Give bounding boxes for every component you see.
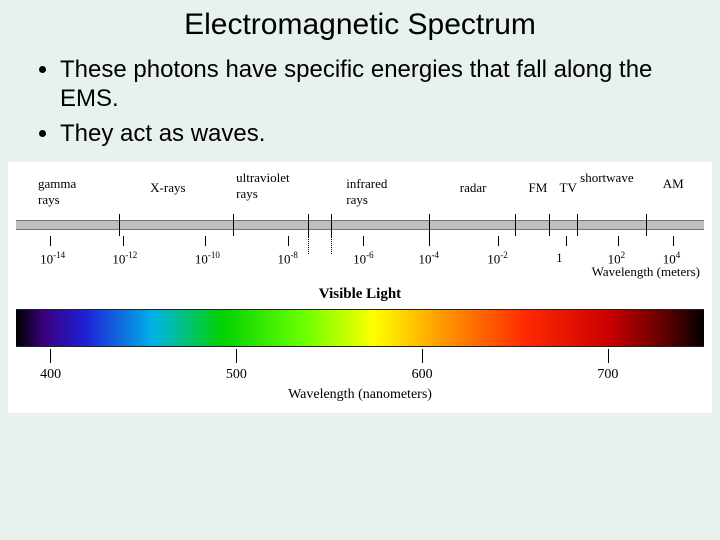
slide: Electromagnetic Spectrum These photons h… <box>0 0 720 540</box>
wavelength-meters-labels: Wavelength (meters) 10-1410-1210-1010-81… <box>16 250 704 282</box>
region-label: FM <box>529 180 548 196</box>
region-divider-tick <box>429 214 430 236</box>
top-region-labels: gammarays X-rays ultravioletrays infraredra… <box>16 170 704 214</box>
wavelength-tick <box>123 236 124 246</box>
wavelength-label: 10-6 <box>353 250 374 267</box>
region-divider-tick <box>577 214 578 236</box>
visible-spectrum-bar <box>16 309 704 347</box>
wavelength-tick <box>566 236 567 246</box>
region-divider-tick <box>233 214 234 236</box>
wavelength-label: 10-4 <box>418 250 439 267</box>
wavelength-tick <box>498 236 499 246</box>
region-divider-tick <box>308 214 309 236</box>
region-divider-tick <box>119 214 120 236</box>
region-label: AM <box>663 176 684 192</box>
region-label: X-rays <box>150 180 185 196</box>
wavelength-tick <box>50 236 51 246</box>
region-label: TV <box>560 180 577 196</box>
region-divider-tick <box>549 214 550 236</box>
nanometer-ticks <box>16 349 704 367</box>
bullet-item: These photons have specific energies tha… <box>60 56 684 114</box>
region-label: infraredrays <box>346 176 387 208</box>
region-label: gammarays <box>38 176 76 208</box>
region-divider-tick <box>331 214 332 236</box>
wavelength-label: 10-2 <box>487 250 508 267</box>
wavelength-ticks <box>16 236 704 250</box>
nm-tick <box>236 349 237 363</box>
full-spectrum-bar-wrap <box>16 214 704 236</box>
wavelength-label: 1 <box>556 250 563 266</box>
region-label: radar <box>460 180 487 196</box>
region-label: shortwave <box>580 170 633 186</box>
wavelength-nm-caption: Wavelength (nanometers) <box>16 387 704 403</box>
nanometer-labels: 400 500 600 700 <box>16 367 704 385</box>
region-divider-tick <box>646 214 647 236</box>
bullet-list: These photons have specific energies tha… <box>0 42 720 162</box>
visible-light-title: Visible Light <box>16 286 704 303</box>
nm-label: 600 <box>412 367 433 383</box>
wavelength-label: 10-8 <box>277 250 298 267</box>
nm-tick <box>50 349 51 363</box>
nm-label: 500 <box>226 367 247 383</box>
wavelength-tick <box>618 236 619 246</box>
nm-tick <box>608 349 609 363</box>
ems-diagram: gammarays X-rays ultravioletrays infraredra… <box>8 162 712 413</box>
wavelength-label: 104 <box>663 250 681 267</box>
nm-label: 700 <box>597 367 618 383</box>
wavelength-tick <box>429 236 430 246</box>
wavelength-label: 10-10 <box>195 250 220 267</box>
wavelength-label: 102 <box>608 250 626 267</box>
nm-tick <box>422 349 423 363</box>
bullet-item: They act as waves. <box>60 120 684 149</box>
wavelength-tick <box>205 236 206 246</box>
wavelength-tick <box>673 236 674 246</box>
page-title: Electromagnetic Spectrum <box>0 0 720 42</box>
wavelength-label: 10-12 <box>112 250 137 267</box>
wavelength-tick <box>363 236 364 246</box>
wavelength-label: 10-14 <box>40 250 65 267</box>
region-label: ultravioletrays <box>236 170 289 202</box>
wavelength-tick <box>288 236 289 246</box>
region-divider-tick <box>515 214 516 236</box>
nm-label: 400 <box>40 367 61 383</box>
